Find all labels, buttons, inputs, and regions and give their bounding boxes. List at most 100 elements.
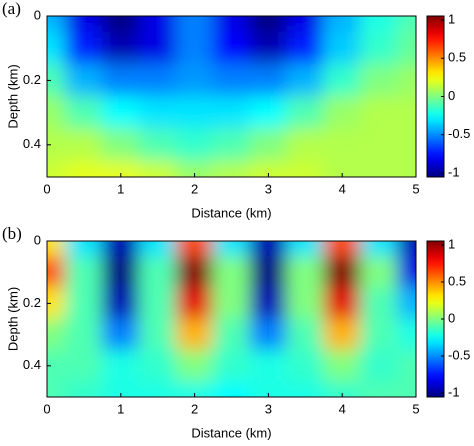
cell <box>249 96 288 130</box>
cell <box>175 256 214 289</box>
cell <box>64 160 103 177</box>
cell <box>64 256 103 289</box>
cell <box>360 380 399 397</box>
colorbar-tick-label: 1 <box>448 236 455 251</box>
colorbar-tick-label: 0.5 <box>448 50 466 65</box>
cell <box>212 160 251 177</box>
cell <box>212 380 251 397</box>
cell <box>249 256 288 289</box>
cell <box>101 31 140 65</box>
heatmap-cells <box>47 16 416 177</box>
cell <box>64 63 103 97</box>
cell <box>212 16 251 33</box>
cell <box>101 287 140 320</box>
x-tick-label: 2 <box>191 181 198 196</box>
cell <box>101 380 140 397</box>
cell <box>397 31 416 65</box>
cell <box>138 287 177 320</box>
cell <box>397 256 416 289</box>
cell <box>138 31 177 65</box>
cell <box>397 349 416 382</box>
cell <box>249 318 288 351</box>
y-tick-label: 0.2 <box>23 295 41 310</box>
x-tick-label: 0 <box>43 401 50 416</box>
cell <box>138 256 177 289</box>
cell <box>138 16 177 33</box>
cell <box>360 128 399 162</box>
cell <box>360 318 399 351</box>
heatmap <box>47 16 416 177</box>
cell <box>360 349 399 382</box>
colorbar-tick-label: 0.5 <box>448 273 466 288</box>
y-tick-label: 0 <box>34 232 41 247</box>
cell <box>212 31 251 65</box>
cell <box>47 318 66 351</box>
cell <box>286 128 325 162</box>
panel-label: (b) <box>2 224 22 243</box>
cell <box>64 349 103 382</box>
cell <box>47 349 66 382</box>
cell <box>47 287 66 320</box>
cell <box>212 256 251 289</box>
cell <box>101 96 140 130</box>
cell <box>397 63 416 97</box>
x-tick-label: 4 <box>339 181 346 196</box>
cell <box>138 63 177 97</box>
colorbar-tick-label: -1 <box>448 164 460 179</box>
cell <box>360 287 399 320</box>
cell <box>249 349 288 382</box>
cell <box>323 287 362 320</box>
cell <box>138 318 177 351</box>
cell <box>249 128 288 162</box>
x-tick-label: 1 <box>117 401 124 416</box>
cell <box>249 241 288 258</box>
cell <box>47 128 66 162</box>
cell <box>323 318 362 351</box>
cell <box>323 380 362 397</box>
cell <box>138 160 177 177</box>
cell <box>360 16 399 33</box>
colorbar-tick-label: -1 <box>448 384 460 399</box>
cell <box>175 241 214 258</box>
cell <box>47 63 66 97</box>
cell <box>212 318 251 351</box>
panel-label: (a) <box>2 0 21 18</box>
cell <box>47 241 66 258</box>
cell <box>101 16 140 33</box>
cell <box>175 349 214 382</box>
colorbar-tick-label: -0.5 <box>448 347 470 362</box>
cell <box>360 256 399 289</box>
cell <box>175 380 214 397</box>
cell <box>397 128 416 162</box>
cell <box>64 128 103 162</box>
cell <box>286 16 325 33</box>
cell <box>397 96 416 130</box>
cell <box>323 31 362 65</box>
cell <box>323 349 362 382</box>
cell <box>175 16 214 33</box>
cell <box>212 63 251 97</box>
y-tick-label: 0.2 <box>23 72 41 87</box>
cell <box>64 380 103 397</box>
y-tick-label: 0.4 <box>23 136 41 151</box>
cell <box>360 63 399 97</box>
cell <box>249 380 288 397</box>
cell <box>101 349 140 382</box>
x-tick-label: 1 <box>117 181 124 196</box>
colorbar-tick-label: 0 <box>448 310 455 325</box>
x-axis-label: Distance (km) <box>191 425 271 440</box>
cell <box>64 31 103 65</box>
cell <box>249 31 288 65</box>
cell <box>175 318 214 351</box>
cell <box>212 287 251 320</box>
cell <box>397 16 416 33</box>
x-tick-label: 2 <box>191 401 198 416</box>
cell <box>286 349 325 382</box>
cell <box>47 380 66 397</box>
cell <box>323 241 362 258</box>
cell <box>64 287 103 320</box>
cell <box>397 160 416 177</box>
colorbar-tick-label: 1 <box>448 11 455 26</box>
heatmap <box>47 241 416 397</box>
cell <box>397 380 416 397</box>
